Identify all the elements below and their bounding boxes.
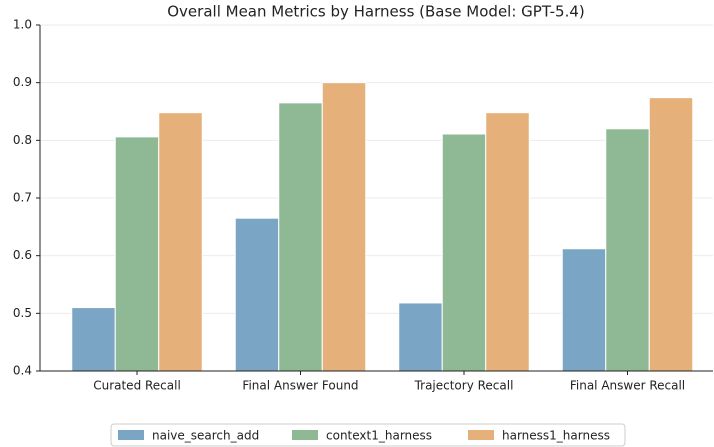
bar bbox=[114, 136, 160, 372]
y-tick-label: 0.6 bbox=[13, 248, 32, 262]
legend-swatch bbox=[292, 430, 318, 440]
bar bbox=[321, 82, 367, 372]
y-tick-label: 0.4 bbox=[13, 364, 32, 378]
bar bbox=[648, 97, 694, 372]
bar bbox=[441, 133, 487, 372]
x-tick-label: Trajectory Recall bbox=[414, 379, 514, 393]
legend-label: harness1_harness bbox=[502, 429, 610, 443]
bar bbox=[398, 302, 443, 372]
legend-label: naive_search_add bbox=[152, 429, 259, 443]
y-tick-label: 0.8 bbox=[13, 133, 32, 147]
y-tick-label: 0.5 bbox=[13, 306, 32, 320]
legend-box bbox=[110, 423, 626, 447]
x-tick-label: Final Answer Found bbox=[242, 379, 358, 393]
legend-swatch bbox=[118, 430, 144, 440]
legend-swatch bbox=[468, 430, 494, 440]
y-tick-label: 1.0 bbox=[13, 18, 32, 32]
bar bbox=[71, 307, 116, 372]
bar bbox=[278, 102, 323, 372]
x-tick-label: Final Answer Recall bbox=[570, 379, 685, 393]
bar bbox=[485, 112, 530, 372]
bar bbox=[561, 248, 607, 372]
y-tick-label: 0.9 bbox=[13, 75, 32, 89]
bar bbox=[158, 112, 203, 372]
bar bbox=[605, 128, 650, 372]
legend-label: context1_harness bbox=[326, 429, 432, 443]
bar bbox=[234, 217, 280, 372]
x-tick-label: Curated Recall bbox=[93, 379, 181, 393]
y-tick-label: 0.7 bbox=[13, 191, 32, 205]
chart-title: Overall Mean Metrics by Harness (Base Mo… bbox=[167, 3, 584, 21]
